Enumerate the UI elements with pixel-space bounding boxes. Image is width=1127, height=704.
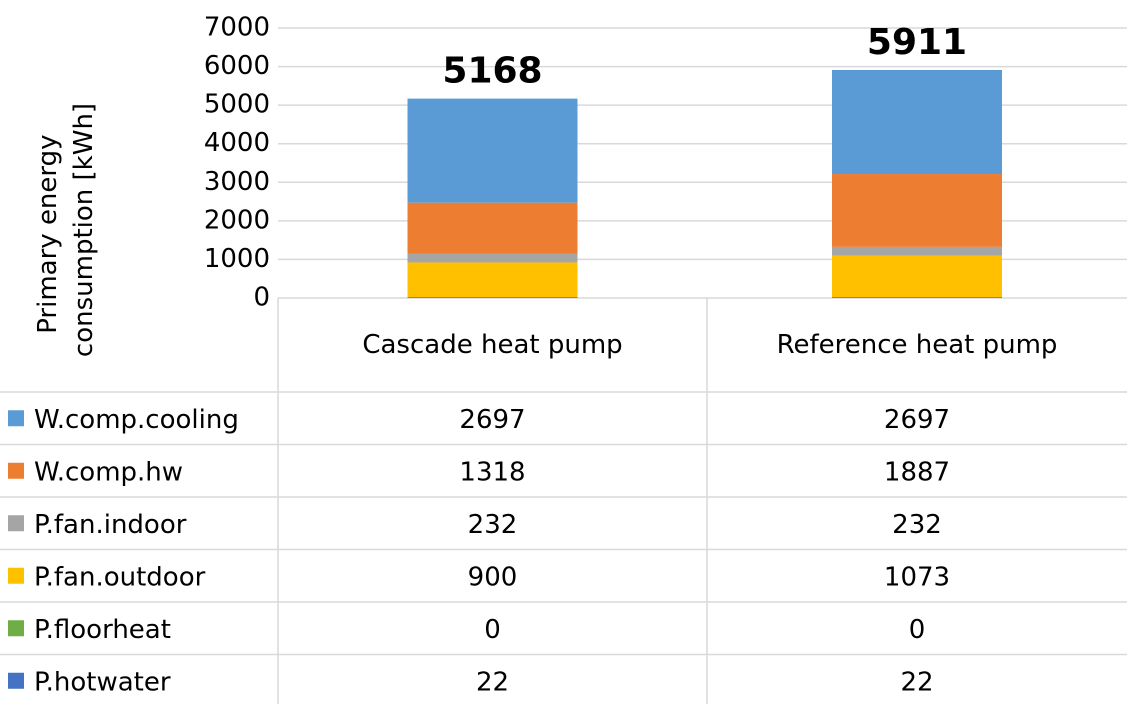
legend-label: P.fan.outdoor [34,562,206,592]
table-value: 232 [468,510,518,540]
legend-label: P.hotwater [34,667,171,697]
bar-segment [832,70,1002,175]
category-text: Reference heat pump [776,330,1058,360]
table-value: 1887 [884,457,950,487]
bar-segment [407,297,578,298]
legend-swatch [8,515,24,532]
table-value: 22 [476,667,509,697]
bar-segment [407,262,578,298]
y-tick-label: 3000 [204,167,270,197]
legend-swatch [8,462,24,479]
table-value: 2697 [884,405,950,435]
table-value: 232 [892,510,942,540]
bar-segment [407,202,578,254]
y-axis-label-line: consumption [kWh] [69,103,99,357]
bar-segment [407,98,578,203]
category-label: Cascade heat pump [278,298,707,392]
bar-segment [832,246,1002,256]
legend-swatch [8,410,24,427]
table-value: 1073 [884,562,950,592]
y-tick-label: 2000 [204,205,270,235]
legend-swatch [8,620,24,637]
bar-segment [832,174,1002,247]
bar-segment [832,255,1002,298]
legend-label: P.fan.indoor [34,510,187,540]
bar-segment [832,297,1002,298]
table-value: 0 [909,615,926,645]
y-axis-label-line: Primary energy [33,134,63,333]
table-value: 0 [484,615,501,645]
legend-swatch [8,672,24,689]
y-tick-label: 7000 [204,13,270,43]
table-value: 900 [468,562,518,592]
y-tick-label: 0 [253,283,270,313]
legend-label: W.comp.hw [34,457,183,487]
category-label: Reference heat pump [707,298,1127,392]
category-text: Cascade heat pump [362,330,623,360]
y-tick-label: 4000 [204,128,270,158]
total-label: 5911 [867,22,967,63]
table-value: 2697 [459,405,525,435]
table-value: 1318 [459,457,525,487]
legend-swatch [8,567,24,584]
total-label: 5168 [442,51,542,92]
y-tick-label: 1000 [204,244,270,274]
y-tick-label: 6000 [204,51,270,81]
legend-label: P.floorheat [34,615,171,645]
table-value: 22 [900,667,933,697]
bar-segment [407,253,578,263]
legend-label: W.comp.cooling [34,405,239,435]
y-axis-label: Primary energy consumption [kWh] [33,103,99,357]
y-tick-label: 5000 [204,90,270,120]
